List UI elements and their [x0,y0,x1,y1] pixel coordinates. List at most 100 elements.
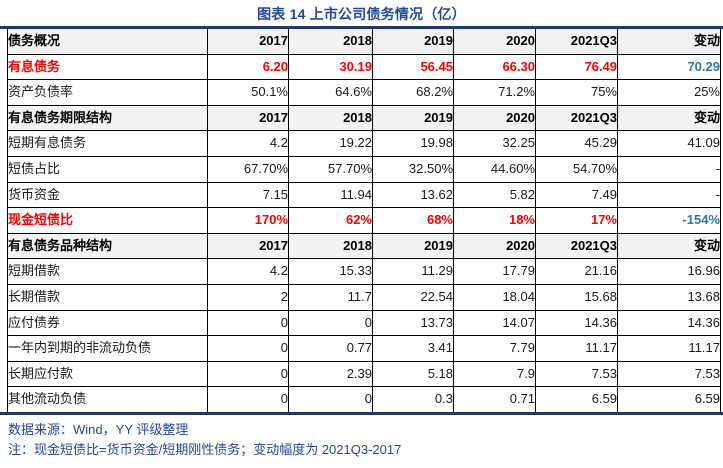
row-label: 有息债务 [7,53,208,81]
cell-value: 0 [207,386,289,412]
table-row: 长期应付款 0 2.39 5.18 7.9 7.53 7.53 [7,360,721,388]
row-label: 短债占比 [7,155,208,183]
row-label: 短期借款 [7,258,208,285]
cell-value: 2 [207,283,289,311]
cell-change: 70.29 [617,53,721,81]
cell-change: 7.53 [617,360,721,388]
cell-value: 17% [535,207,618,234]
column-header: 2017 [207,104,289,132]
cell-value: 0.71 [453,386,536,412]
cell-value: 7.79 [453,335,536,362]
table-row: 有息债务 6.20 30.19 56.45 66.30 76.49 70.29 [7,53,721,81]
cell-value: 0.77 [288,335,373,362]
cell-value: 6.59 [535,386,618,412]
table-row: 长期借款 2 11.7 22.54 18.04 15.68 13.68 [7,283,721,311]
cell-value: 11.7 [288,283,373,311]
cell-value: 5.18 [372,360,454,388]
column-header: 变动 [617,104,721,132]
cell-value: 68% [372,207,454,234]
column-header: 2017 [207,232,289,260]
cell-value: 44.60% [453,155,536,183]
cell-value: 0 [207,335,289,362]
cell-change: -154% [617,207,721,234]
table-row: 资产负债率 50.1% 64.6% 68.2% 71.2% 75% 25% [7,79,721,106]
section-header-label: 有息债务品种结构 [7,232,208,260]
cell-value: 4.2 [207,258,289,285]
top-rule [0,26,723,29]
cell-value: 14.07 [453,309,536,337]
column-header: 2020 [453,104,536,132]
cell-value: 50.1% [207,79,289,106]
cell-value: 18% [453,207,536,234]
cell-value: 22.54 [372,283,454,311]
table-row: 应付债券 0 0 13.73 14.07 14.36 14.36 [7,309,721,337]
row-label: 应付债券 [7,309,208,337]
cell-value: 15.68 [535,283,618,311]
row-label: 其他流动负债 [7,386,208,412]
cell-value: 2.39 [288,360,373,388]
section-header-label: 有息债务期限结构 [7,104,208,132]
row-label: 一年内到期的非流动负债 [7,335,208,362]
cell-value: 66.30 [453,53,536,81]
column-header: 2020 [453,232,536,260]
row-label: 长期应付款 [7,360,208,388]
cell-change: - [617,181,721,209]
cell-value: 17.79 [453,258,536,285]
cell-value: 76.49 [535,53,618,81]
column-header: 2020 [453,29,536,55]
cell-value: 7.15 [207,181,289,209]
column-header: 2021Q3 [535,232,618,260]
cell-value: 7.49 [535,181,618,209]
table-row: 短期借款 4.2 15.33 11.29 17.79 21.16 16.96 [7,258,721,285]
cell-value: 7.9 [453,360,536,388]
cell-value: 62% [288,207,373,234]
cell-change: - [617,155,721,183]
cell-value: 57.70% [288,155,373,183]
cell-value: 19.22 [288,130,373,157]
row-label: 现金短债比 [7,207,208,234]
cell-value: 68.2% [372,79,454,106]
cell-value: 32.50% [372,155,454,183]
column-header: 2019 [372,232,454,260]
column-header: 变动 [617,29,721,55]
cell-value: 7.53 [535,360,618,388]
cell-value: 3.41 [372,335,454,362]
cell-value: 64.6% [288,79,373,106]
cell-value: 11.94 [288,181,373,209]
column-header: 2021Q3 [535,29,618,55]
cell-value: 32.25 [453,130,536,157]
cell-value: 56.45 [372,53,454,81]
row-label: 货币资金 [7,181,208,209]
cell-value: 45.29 [535,130,618,157]
cell-value: 67.70% [207,155,289,183]
column-header: 2019 [372,104,454,132]
cell-change: 25% [617,79,721,106]
cell-value: 0 [288,386,373,412]
column-header: 2017 [207,29,289,55]
cell-value: 0 [288,309,373,337]
cell-value: 13.62 [372,181,454,209]
section-header-row: 债务概况 2017 2018 2019 2020 2021Q3 变动 [7,29,721,55]
figure-title: 图表 14 上市公司债务情况（亿） [257,6,466,22]
cell-value: 170% [207,207,289,234]
table-row: 短债占比 67.70% 57.70% 32.50% 44.60% 54.70% - [7,155,721,183]
cell-value: 13.73 [372,309,454,337]
footnote: 注：现金短债比=货币资金/短期刚性债务；变动幅度为 2021Q3-2017 [8,441,402,457]
cell-value: 6.20 [207,53,289,81]
cell-value: 0 [207,360,289,388]
cell-value: 5.82 [453,181,536,209]
cell-value: 21.16 [535,258,618,285]
debt-table: 债务概况 2017 2018 2019 2020 2021Q3 变动 有息债务 6.20 30.1… [7,29,721,412]
cell-change: 14.36 [617,309,721,337]
row-label: 短期有息债务 [7,130,208,157]
cell-value: 54.70% [535,155,618,183]
cell-value: 11.29 [372,258,454,285]
table-row: 货币资金 7.15 11.94 13.62 5.82 7.49- [7,181,721,209]
cell-value: 30.19 [288,53,373,81]
table-row: 其他流动负债 0 0 0.3 0.71 6.59 6.59 [7,386,721,412]
row-label: 长期借款 [7,283,208,311]
cell-value: 18.04 [453,283,536,311]
cell-change: 13.68 [617,283,721,311]
section-header-label: 债务概况 [7,29,208,55]
